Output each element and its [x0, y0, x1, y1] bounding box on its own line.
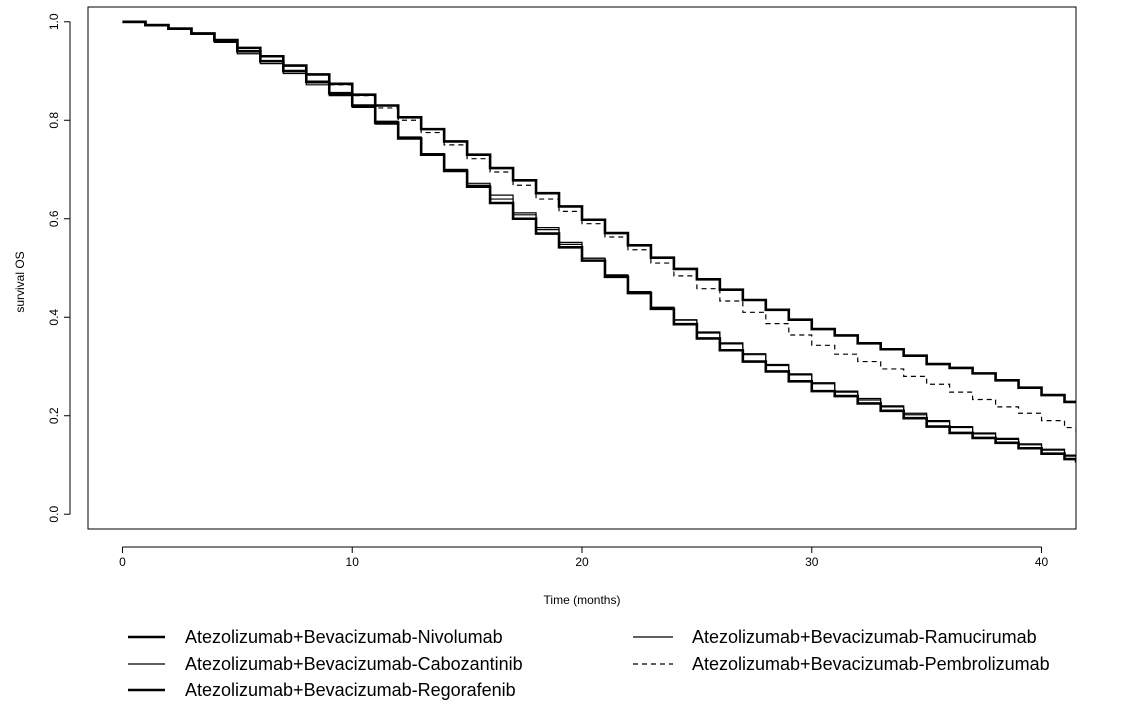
x-tick-label: 30 — [805, 555, 819, 569]
legend: Atezolizumab+Bevacizumab-Nivolumab Atezol… — [128, 627, 1050, 700]
series-line-3 — [122, 21, 1076, 458]
x-tick-label: 20 — [575, 555, 589, 569]
x-tick-label: 0 — [119, 555, 126, 569]
series-layer — [122, 20, 1076, 463]
y-tick-label: 1.0 — [47, 13, 61, 30]
x-axis-title: Time (months) — [544, 593, 621, 607]
y-tick-label: 0.2 — [47, 407, 61, 424]
y-tick-label: 0.6 — [47, 210, 61, 227]
series-line-2 — [122, 21, 1076, 460]
legend-label: Atezolizumab+Bevacizumab-Pembrolizumab — [692, 654, 1050, 674]
legend-label: Atezolizumab+Bevacizumab-Regorafenib — [185, 680, 516, 700]
plot-frame — [87, 6, 1077, 530]
series-line-4 — [122, 21, 1076, 433]
y-tick-label: 0.8 — [47, 112, 61, 129]
y-axis: 0.0 0.2 0.4 0.6 0.8 1.0 — [47, 13, 71, 523]
series-line-5 — [122, 20, 1076, 463]
legend-label: Atezolizumab+Bevacizumab-Nivolumab — [185, 627, 503, 647]
legend-label: Atezolizumab+Bevacizumab-Cabozantinib — [185, 654, 523, 674]
legend-label: Atezolizumab+Bevacizumab-Ramucirumab — [692, 627, 1037, 647]
y-axis-title: survival OS — [13, 251, 27, 312]
x-tick-label: 10 — [346, 555, 360, 569]
x-axis: 0 10 20 30 40 — [119, 546, 1049, 569]
y-tick-label: 0.0 — [47, 506, 61, 523]
x-tick-label: 40 — [1035, 555, 1049, 569]
y-tick-label: 0.4 — [47, 309, 61, 326]
series-line-1 — [122, 20, 1076, 404]
